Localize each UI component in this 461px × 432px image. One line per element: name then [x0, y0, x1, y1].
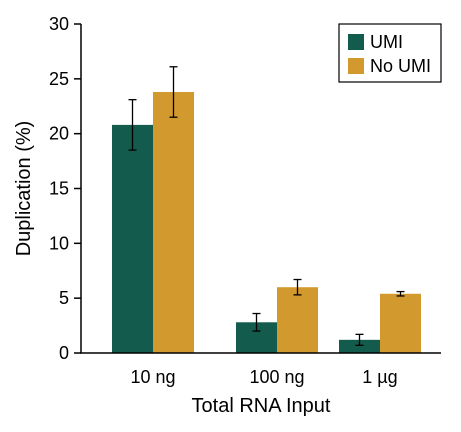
bar-no-umi-0 [153, 91, 194, 353]
y-tick-label: 25 [49, 69, 69, 89]
x-tick-label: 100 ng [249, 367, 304, 387]
y-tick-label: 10 [49, 233, 69, 253]
y-axis-title: Duplication (%) [13, 121, 35, 257]
x-axis-title: Total RNA Input [192, 395, 331, 417]
y-tick-label: 20 [49, 124, 69, 144]
bar-no-umi-2 [380, 293, 421, 353]
bar-no-umi-1 [277, 287, 318, 353]
x-tick-label: 10 ng [130, 367, 175, 387]
y-tick-label: 30 [49, 14, 69, 34]
y-tick-label: 5 [59, 288, 69, 308]
legend-label: UMI [370, 32, 403, 52]
legend-label: No UMI [370, 56, 431, 76]
bar-umi-0 [112, 124, 153, 353]
x-tick-label: 1 µg [362, 367, 397, 387]
legend-swatch-no-umi [348, 58, 364, 74]
bar-umi-2 [339, 339, 380, 353]
y-tick-label: 15 [49, 179, 69, 199]
y-tick-label: 0 [59, 343, 69, 363]
legend-swatch-umi [348, 34, 364, 50]
